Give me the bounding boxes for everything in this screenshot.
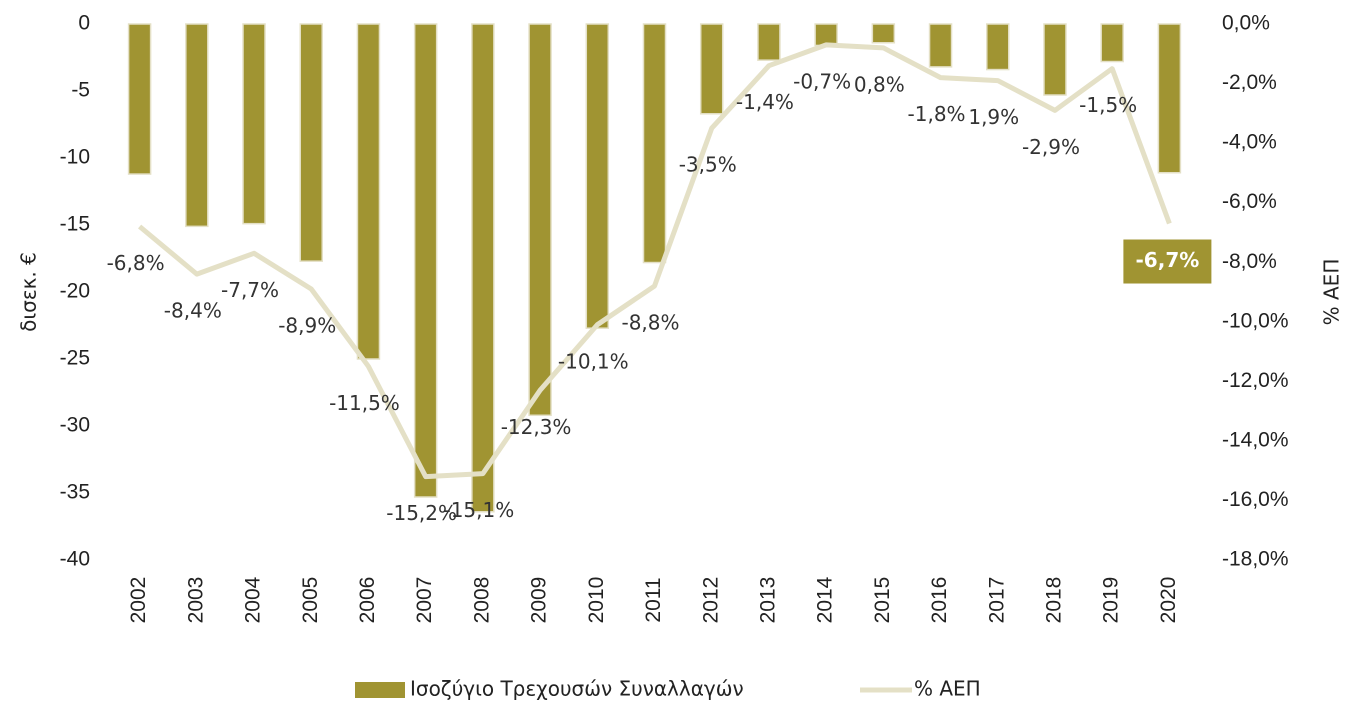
bar [299, 23, 323, 262]
x-tick-label: 2009 [528, 577, 551, 624]
bar [127, 23, 152, 175]
y-tick-label: -35 [60, 481, 90, 504]
data-label: -8,4% [164, 299, 222, 323]
bar [814, 23, 838, 47]
data-label: 0,8% [854, 72, 905, 96]
y2-tick-label: -2,0% [1222, 71, 1277, 94]
y2-tick-label: -4,0% [1222, 131, 1277, 154]
data-label: -2,9% [1022, 135, 1080, 159]
y-tick-label: -20 [60, 280, 90, 303]
x-tick-label: 2002 [127, 577, 150, 624]
data-label: -1,8% [908, 102, 966, 126]
bar [242, 23, 266, 225]
x-tick-label: 2013 [756, 577, 779, 624]
data-label: -1,5% [1079, 93, 1137, 117]
x-tick-label: 2017 [985, 577, 1008, 624]
y2-tick-label: -10,0% [1222, 309, 1289, 332]
x-tick-label: 2018 [1043, 577, 1066, 624]
bar [356, 23, 381, 360]
bar [757, 23, 781, 61]
x-tick-label: 2006 [356, 577, 379, 624]
y-tick-label: -15 [60, 213, 90, 236]
data-label: -11,5% [329, 391, 400, 415]
y-tick-label: -25 [60, 347, 90, 370]
bar [185, 23, 209, 228]
y2-axis-label: % ΑΕΠ [1320, 259, 1344, 326]
legend-label: Ισοζύγιο Τρεχουσών Συναλλαγών [410, 677, 744, 701]
y2-tick-label: -12,0% [1222, 369, 1289, 392]
x-tick-label: 2004 [242, 576, 265, 623]
data-label: -6,7% [1136, 248, 1200, 272]
line [138, 42, 1172, 480]
y-axis-label: δισεκ. € [17, 252, 41, 332]
x-tick-label: 2019 [1100, 577, 1123, 624]
bar [528, 23, 552, 417]
bar [1043, 23, 1067, 96]
x-tick-label: 2014 [814, 576, 837, 623]
x-tick-label: 2016 [928, 577, 951, 624]
x-tick-label: 2003 [184, 577, 207, 624]
bar [413, 23, 438, 498]
y2-tick-label: -8,0% [1222, 250, 1277, 273]
data-label: -15,1% [443, 498, 514, 522]
y2-tick-label: -14,0% [1222, 428, 1289, 451]
bar [642, 23, 667, 264]
data-label: -12,3% [501, 415, 572, 439]
data-label: 1,9% [968, 105, 1019, 129]
y2-tick-label: 0,0% [1222, 12, 1270, 35]
y2-tick-label: -18,0% [1222, 548, 1289, 571]
data-label: -3,5% [679, 153, 737, 177]
y2-tick-label: -16,0% [1222, 488, 1289, 511]
legend-label: % ΑΕΠ [914, 677, 981, 701]
data-label: -6,8% [107, 251, 165, 275]
x-tick-label: 2015 [871, 577, 894, 624]
data-label: -0,7% [793, 69, 851, 93]
bar [871, 23, 896, 44]
bar [928, 23, 953, 68]
bar [986, 23, 1010, 71]
y2-tick-label: -6,0% [1222, 190, 1277, 213]
x-tick-label: 2012 [699, 577, 722, 624]
bar [1157, 23, 1182, 174]
y-tick-label: -40 [60, 548, 90, 571]
data-label: -15,2% [386, 501, 457, 525]
x-tick-label: 2005 [299, 577, 322, 624]
y-tick-label: 0 [78, 12, 90, 35]
data-label: -7,7% [221, 278, 279, 302]
highlight-box [1123, 239, 1212, 284]
bar [699, 23, 724, 115]
data-label: -8,8% [621, 311, 679, 335]
x-tick-label: 2010 [585, 577, 608, 624]
bar [1100, 23, 1124, 63]
data-label: -10,1% [558, 349, 629, 373]
bar [471, 23, 495, 513]
x-tick-label: 2008 [470, 577, 493, 624]
data-label: -1,4% [736, 90, 794, 114]
y-tick-label: -5 [71, 79, 90, 102]
y-tick-label: -10 [60, 146, 90, 169]
bar [585, 23, 610, 329]
x-tick-label: 2020 [1157, 577, 1180, 624]
x-tick-label: 2011 [642, 577, 665, 622]
data-label: -8,9% [278, 314, 336, 338]
x-tick-label: 2007 [413, 577, 436, 624]
y-tick-label: -30 [60, 414, 90, 437]
legend-swatch [355, 682, 405, 698]
